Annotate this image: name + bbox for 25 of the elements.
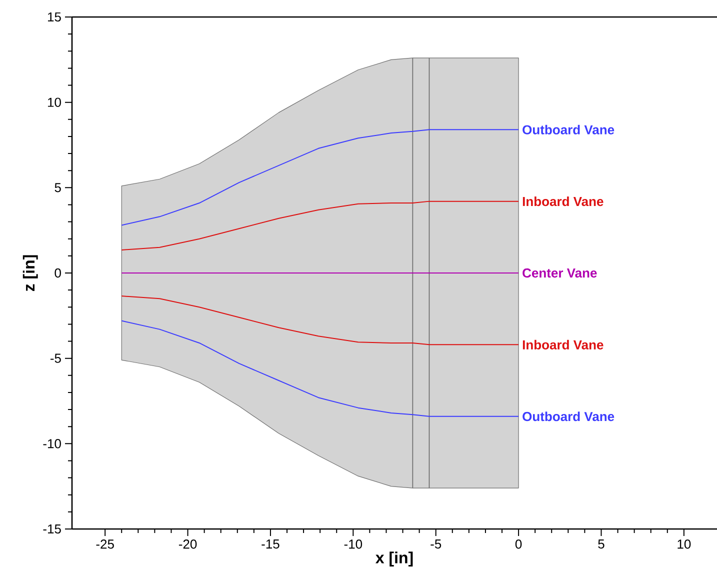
x-tick-label: 5 xyxy=(598,540,604,549)
line-series xyxy=(121,320,520,417)
y-tick-label: 10 xyxy=(48,98,61,107)
x-tick-label: -20 xyxy=(178,540,197,549)
y-tick-label: 5 xyxy=(54,183,61,192)
x-tick-label: 0 xyxy=(515,540,522,549)
series-label: Inboard Vane xyxy=(522,340,604,350)
x-tick-label: -5 xyxy=(430,540,442,549)
y-tick-label: 15 xyxy=(48,12,61,22)
y-tick-label: 0 xyxy=(54,268,61,278)
y-axis-title: z [in] xyxy=(22,255,38,292)
series-label: Outboard Vane xyxy=(522,124,614,134)
series-label: Center Vane xyxy=(522,268,597,278)
line-series xyxy=(121,296,520,346)
x-tick-label: -25 xyxy=(96,540,114,549)
y-tick-label: -10 xyxy=(43,439,61,448)
line-series xyxy=(121,200,520,250)
x-axis-title: x [in] xyxy=(376,552,413,567)
x-tick-label: -15 xyxy=(262,540,280,549)
x-tick-label: -10 xyxy=(344,540,362,549)
x-tick-label: 10 xyxy=(678,540,691,549)
y-tick-label: -15 xyxy=(43,524,61,534)
series-label: Outboard Vane xyxy=(522,412,614,422)
y-tick-label: -5 xyxy=(50,354,61,363)
series-label: Inboard Vane xyxy=(522,196,604,206)
